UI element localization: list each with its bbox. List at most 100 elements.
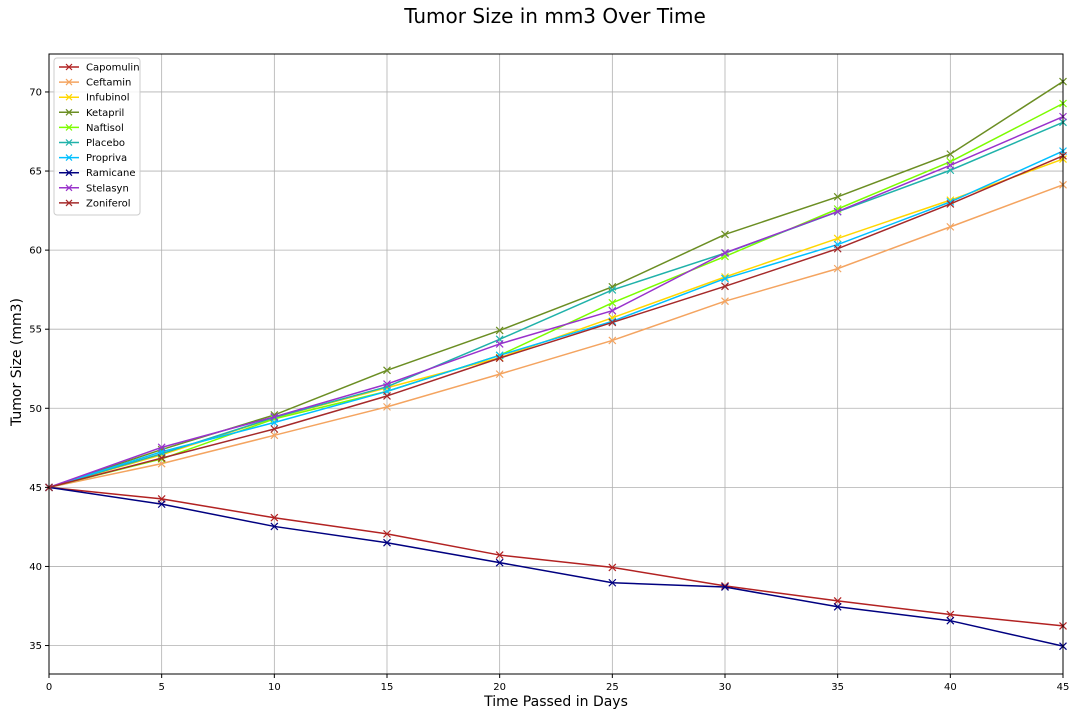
data-point-propriva bbox=[270, 418, 279, 427]
data-point-stelasyn bbox=[608, 306, 617, 315]
y-tick-label: 50 bbox=[29, 404, 42, 415]
series-naftisol bbox=[45, 99, 1067, 492]
legend-label-ceftamin: Ceftamin bbox=[86, 78, 131, 89]
data-point-ramicane bbox=[946, 616, 955, 625]
x-tick-label: 10 bbox=[268, 682, 281, 693]
legend-marker-stelasyn bbox=[65, 184, 73, 192]
data-point-zoniferol bbox=[157, 454, 166, 463]
data-point-zoniferol bbox=[946, 200, 955, 208]
legend-marker-capomulin bbox=[65, 63, 73, 71]
x-tick-label: 15 bbox=[381, 682, 394, 693]
legend-label-placebo: Placebo bbox=[86, 138, 125, 149]
legend-label-ramicane: Ramicane bbox=[86, 168, 136, 179]
data-point-capomulin bbox=[495, 551, 504, 559]
x-axis-label: Time Passed in Days bbox=[483, 694, 628, 710]
data-point-zoniferol bbox=[383, 392, 391, 400]
data-point-ketapril bbox=[495, 326, 504, 335]
y-tick-label: 55 bbox=[29, 325, 42, 336]
legend-item-infubinol: Infubinol bbox=[59, 93, 130, 104]
y-tick-label: 45 bbox=[29, 483, 42, 494]
data-point-zoniferol bbox=[721, 282, 729, 291]
x-tick-label: 45 bbox=[1057, 682, 1070, 693]
data-point-infubinol bbox=[833, 234, 842, 243]
data-point-ceftamin bbox=[833, 264, 842, 273]
legend-label-infubinol: Infubinol bbox=[86, 93, 130, 104]
data-point-zoniferol bbox=[608, 318, 617, 327]
legend-label-stelasyn: Stelasyn bbox=[86, 183, 129, 194]
data-point-ketapril bbox=[833, 192, 842, 201]
data-point-ramicane bbox=[608, 578, 617, 587]
legend-item-ketapril: Ketapril bbox=[59, 108, 124, 119]
grid bbox=[48, 54, 1064, 674]
y-axis-label: Tumor Size (mm3) bbox=[9, 298, 25, 427]
data-point-naftisol bbox=[608, 298, 617, 307]
legend-label-capomulin: Capomulin bbox=[86, 63, 140, 74]
x-tick-label: 0 bbox=[46, 682, 52, 693]
data-point-ceftamin bbox=[946, 222, 955, 231]
legend-item-ceftamin: Ceftamin bbox=[59, 78, 131, 89]
data-point-capomulin bbox=[270, 513, 279, 522]
legend-item-naftisol: Naftisol bbox=[59, 123, 124, 134]
data-point-ramicane bbox=[157, 500, 166, 509]
legend-marker-placebo bbox=[65, 139, 73, 146]
data-point-ceftamin bbox=[495, 370, 504, 379]
data-point-capomulin bbox=[833, 597, 842, 605]
plot-area-frame bbox=[48, 53, 1064, 675]
series-propriva bbox=[45, 147, 1067, 492]
data-point-ramicane bbox=[383, 538, 391, 547]
axis-ticks: 0 5 10 15 20 25 30 35 40 45 35 40 45 50 55 60 65 70 bbox=[29, 87, 1069, 693]
data-point-zoniferol bbox=[270, 425, 279, 433]
series-line-ramicane bbox=[48, 486, 1064, 647]
series-line-ketapril bbox=[48, 80, 1064, 489]
plot-series bbox=[45, 77, 1067, 651]
data-point-zoniferol bbox=[833, 244, 842, 253]
data-point-stelasyn bbox=[270, 412, 279, 421]
data-point-stelasyn bbox=[383, 380, 391, 389]
y-tick-label: 70 bbox=[29, 87, 42, 98]
data-point-capomulin bbox=[383, 529, 391, 538]
legend-item-propriva: Propriva bbox=[59, 153, 127, 164]
legend-marker-zoniferol bbox=[65, 199, 73, 207]
x-tick-label: 30 bbox=[719, 682, 732, 693]
series-line-ceftamin bbox=[48, 184, 1064, 489]
series-capomulin bbox=[45, 483, 1067, 630]
data-point-capomulin bbox=[721, 581, 729, 590]
legend-item-ramicane: Ramicane bbox=[59, 168, 136, 179]
x-tick-label: 35 bbox=[831, 682, 844, 693]
legend-marker-ramicane bbox=[65, 169, 73, 177]
data-point-ramicane bbox=[721, 583, 729, 591]
y-tick-label: 35 bbox=[29, 641, 42, 652]
legend-label-naftisol: Naftisol bbox=[86, 123, 124, 134]
data-point-capomulin bbox=[946, 610, 955, 619]
legend-label-propriva: Propriva bbox=[86, 153, 127, 164]
legend-item-zoniferol: Zoniferol bbox=[59, 198, 131, 209]
data-point-stelasyn bbox=[946, 161, 955, 170]
series-line-propriva bbox=[48, 150, 1064, 489]
legend-item-capomulin: Capomulin bbox=[59, 63, 140, 74]
data-point-placebo bbox=[608, 286, 617, 294]
series-line-capomulin bbox=[48, 486, 1064, 627]
data-point-ketapril bbox=[946, 150, 955, 159]
data-point-stelasyn bbox=[495, 339, 504, 348]
series-infubinol bbox=[45, 155, 1067, 492]
legend-item-placebo: Placebo bbox=[59, 138, 125, 149]
legend-marker-naftisol bbox=[65, 123, 73, 131]
legend-marker-ceftamin bbox=[65, 78, 73, 86]
series-line-naftisol bbox=[48, 102, 1064, 489]
legend-item-stelasyn: Stelasyn bbox=[59, 183, 129, 194]
legend: Capomulin Ceftamin Infubinol Ketapril Naftis… bbox=[53, 57, 141, 216]
data-point-stelasyn bbox=[721, 248, 729, 257]
series-line-zoniferol bbox=[48, 155, 1064, 489]
series-ketapril bbox=[45, 77, 1067, 492]
data-point-zoniferol bbox=[495, 354, 504, 363]
y-tick-label: 65 bbox=[29, 167, 42, 178]
legend-marker-infubinol bbox=[65, 93, 73, 101]
data-point-ceftamin bbox=[270, 431, 279, 440]
data-point-ramicane bbox=[495, 558, 504, 567]
series-line-placebo bbox=[48, 121, 1064, 489]
data-point-stelasyn bbox=[157, 443, 166, 452]
data-point-ramicane bbox=[270, 522, 279, 531]
series-placebo bbox=[45, 118, 1067, 492]
data-point-ketapril bbox=[383, 366, 391, 375]
